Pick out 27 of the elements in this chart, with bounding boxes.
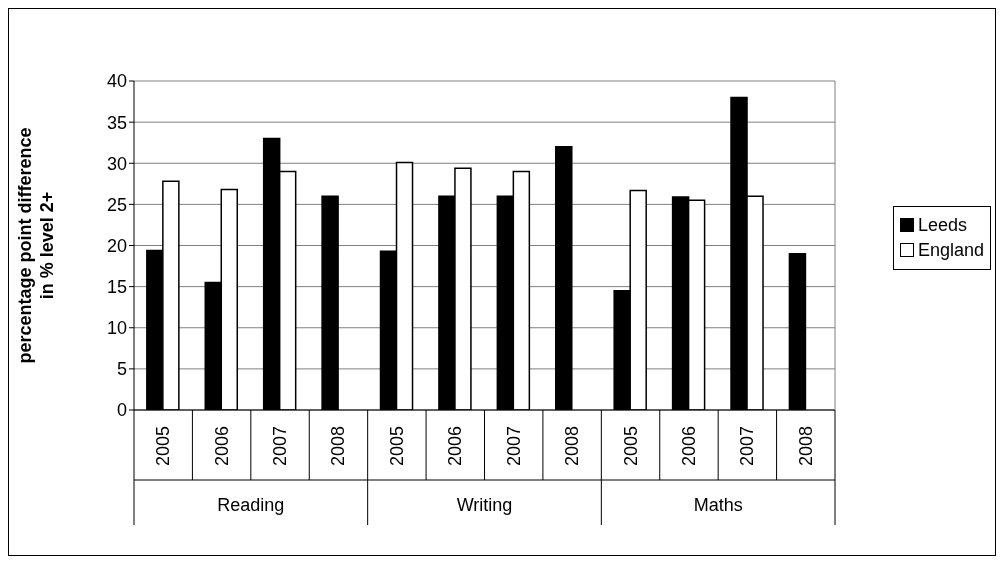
text: Reading	[217, 495, 285, 515]
x-tick-label: 2005	[620, 426, 641, 467]
x-tick-label: 2008	[562, 426, 583, 467]
x-tick-label: 2006	[211, 426, 232, 467]
x-tick-label: 2005	[386, 426, 407, 467]
y-tick-label: 5	[116, 359, 127, 380]
x-tick-label: 2008	[328, 426, 349, 467]
x-tick-label: 2007	[737, 426, 758, 467]
text: Maths	[693, 495, 743, 515]
y-tick-label: 30	[106, 153, 127, 174]
x-tick-label: 2007	[270, 426, 291, 467]
y-tick-label: 20	[106, 235, 127, 256]
x-tick-label: 2006	[678, 426, 699, 467]
text: Writing	[456, 495, 513, 515]
y-tick-label: 40	[106, 71, 127, 92]
x-tick-label: 2008	[795, 426, 816, 467]
y-tick-label: 25	[106, 194, 127, 215]
y-axis-title: percentage point difference in % level 2+	[15, 127, 57, 364]
x-tick-label: 2007	[503, 426, 524, 467]
legend-label: England	[917, 239, 984, 261]
y-tick-label: 0	[116, 400, 127, 421]
y-tick-label: 35	[106, 112, 127, 133]
x-tick-label: 2005	[153, 426, 174, 467]
legend-label: Leeds	[917, 214, 967, 236]
y-tick-label: 10	[106, 318, 127, 339]
x-tick-label: 2006	[445, 426, 466, 467]
y-tick-label: 15	[106, 277, 127, 298]
